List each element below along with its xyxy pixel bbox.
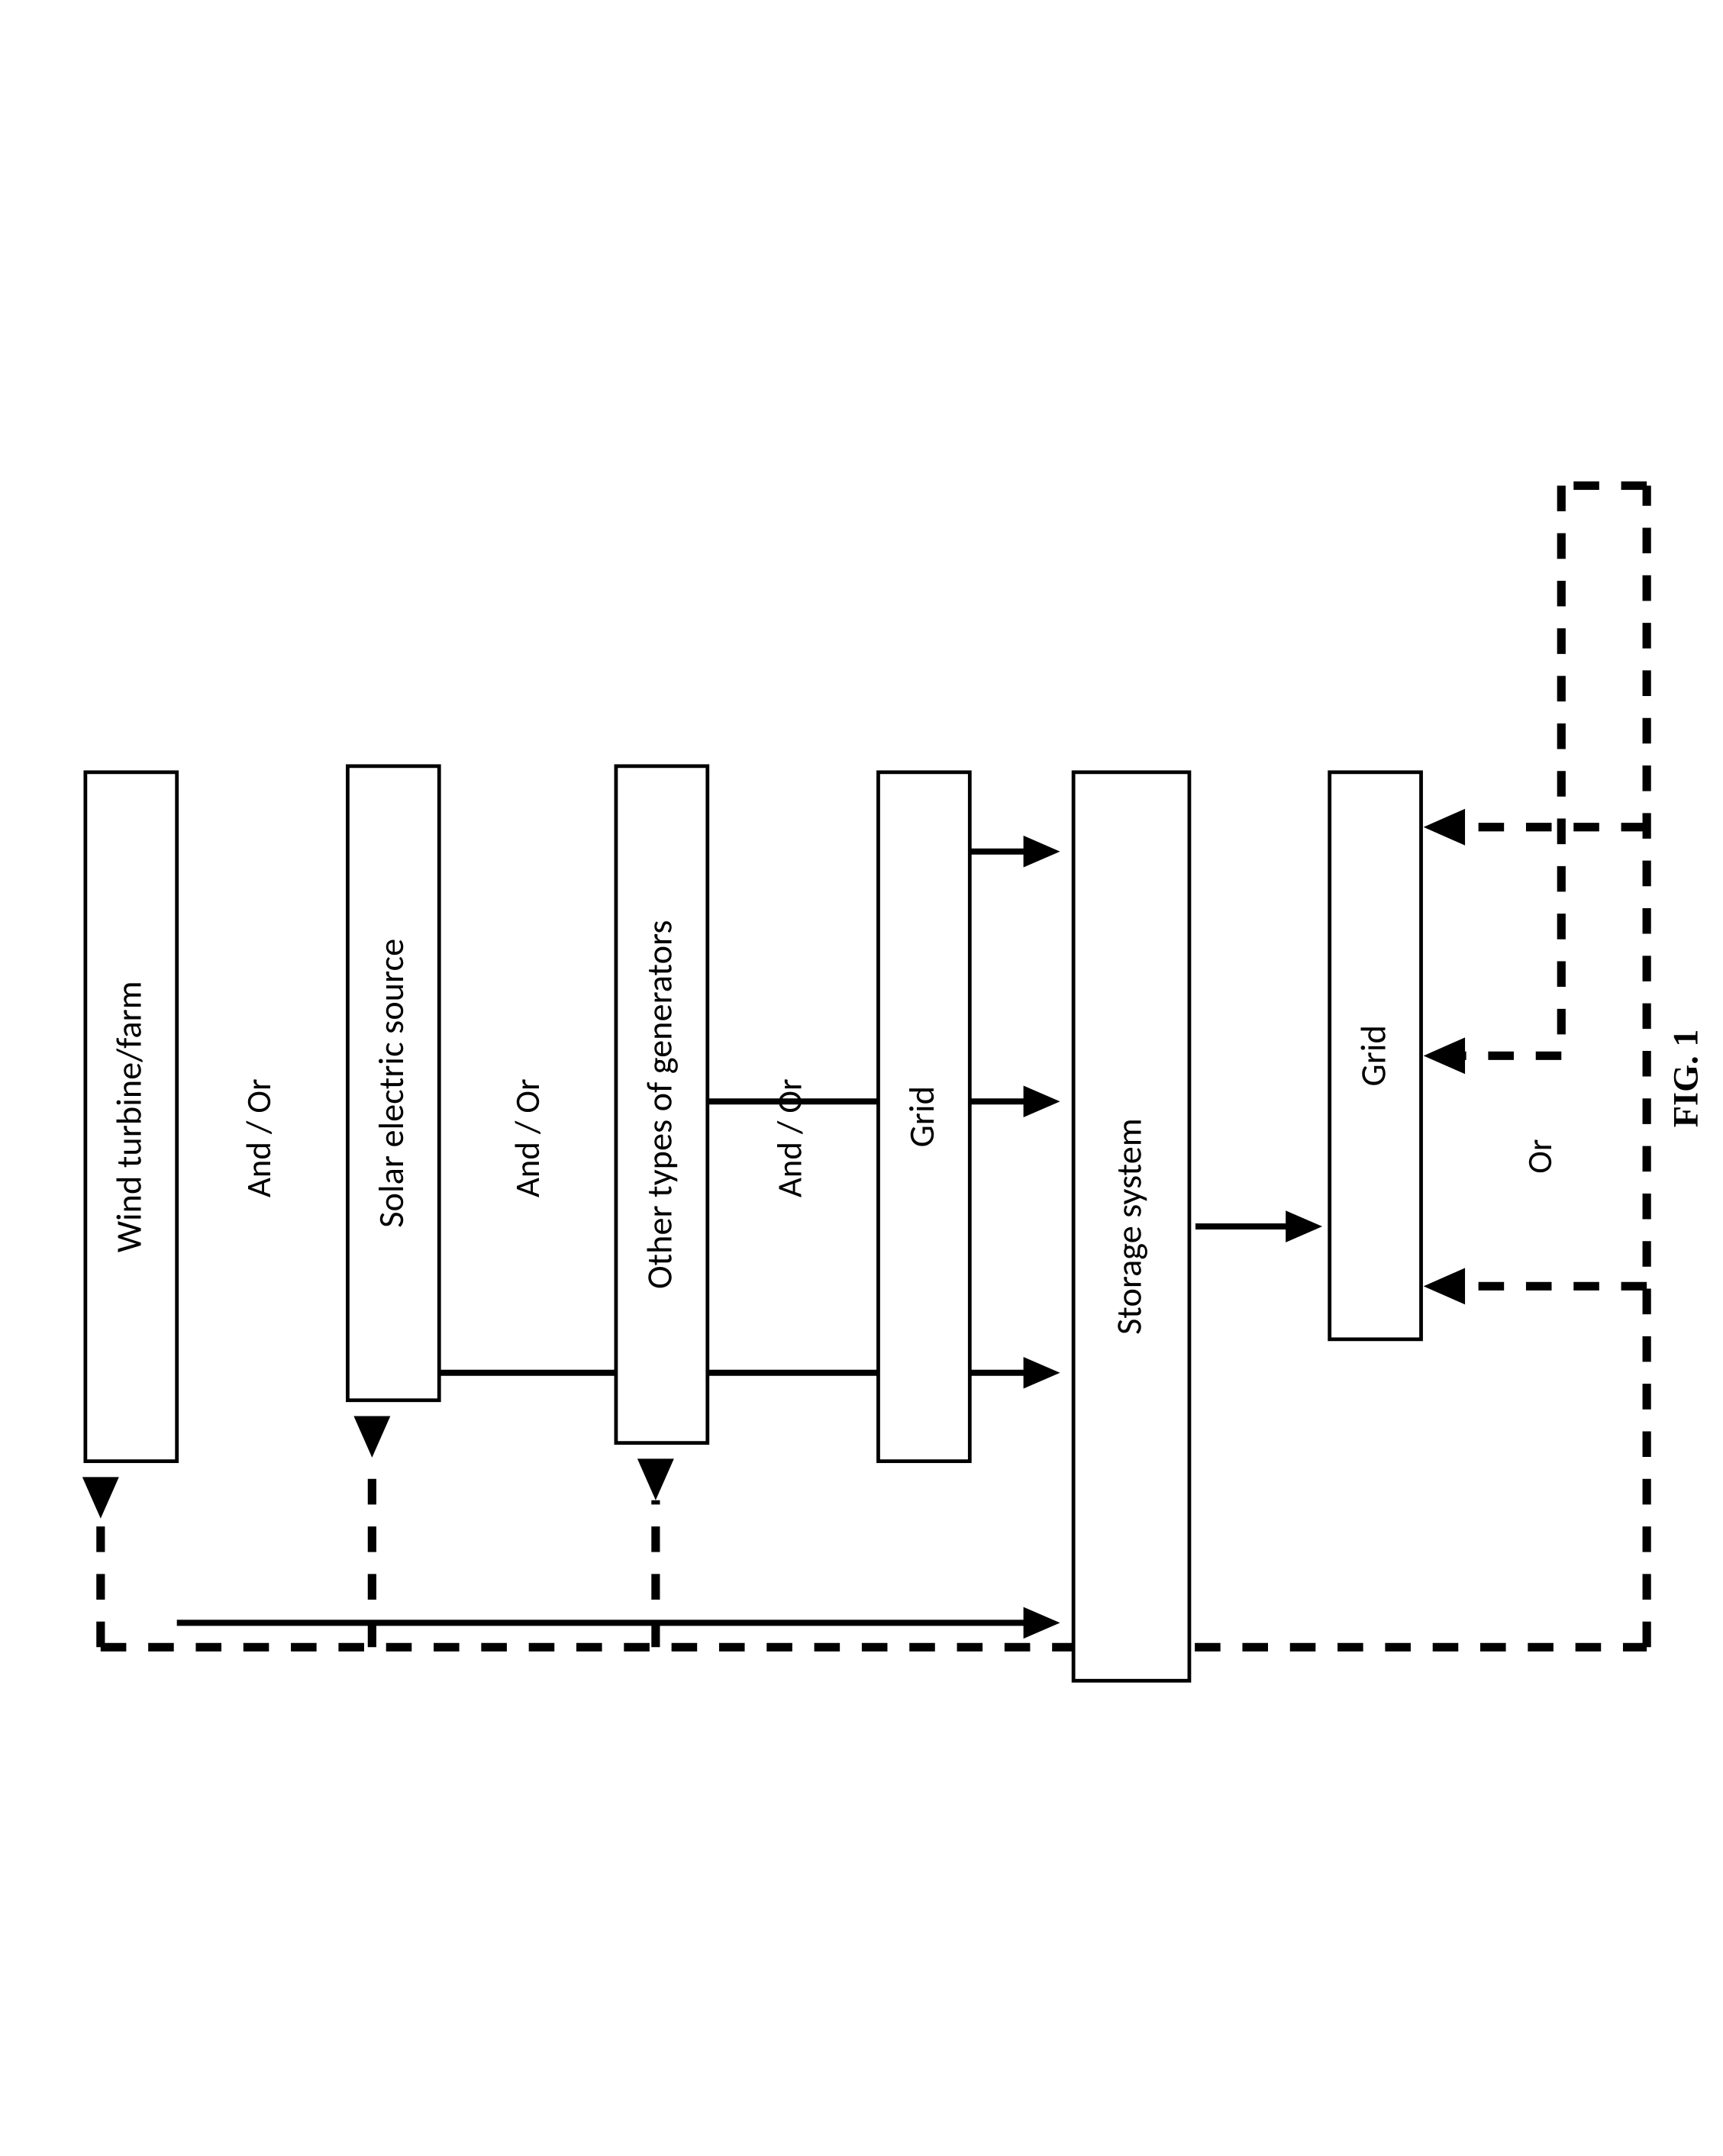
arrowhead-icon bbox=[1024, 1357, 1060, 1389]
arrowhead-icon bbox=[1024, 836, 1060, 868]
connector-label-andor3: And / Or bbox=[769, 1078, 811, 1197]
figure-label: FIG. 1 bbox=[1667, 1030, 1706, 1128]
grid_out-label: Grid bbox=[1352, 1025, 1395, 1086]
storage-label: Storage system bbox=[1108, 1118, 1151, 1335]
arrowhead-icon bbox=[1424, 1268, 1465, 1304]
connector-label-andor2: And / Or bbox=[507, 1078, 549, 1197]
arrowhead-icon bbox=[353, 1416, 390, 1458]
arrowhead-icon bbox=[1024, 1085, 1060, 1117]
arrowhead-icon bbox=[82, 1477, 119, 1518]
connector-label-or: Or bbox=[1519, 1139, 1561, 1174]
arrowhead-icon bbox=[1024, 1607, 1060, 1639]
arrowhead-icon bbox=[637, 1458, 674, 1500]
connector-label-andor1: And / Or bbox=[238, 1078, 280, 1197]
grid_in-label: Grid bbox=[901, 1086, 944, 1147]
other-label: Other types of generators bbox=[639, 920, 682, 1289]
solar-label: Solar electric source bbox=[370, 939, 413, 1228]
wind-label: Wind turbine/farm bbox=[108, 981, 150, 1252]
arrowhead-icon bbox=[1424, 1037, 1465, 1074]
arrowhead-icon bbox=[1286, 1210, 1322, 1242]
arrowhead-icon bbox=[1424, 809, 1465, 846]
